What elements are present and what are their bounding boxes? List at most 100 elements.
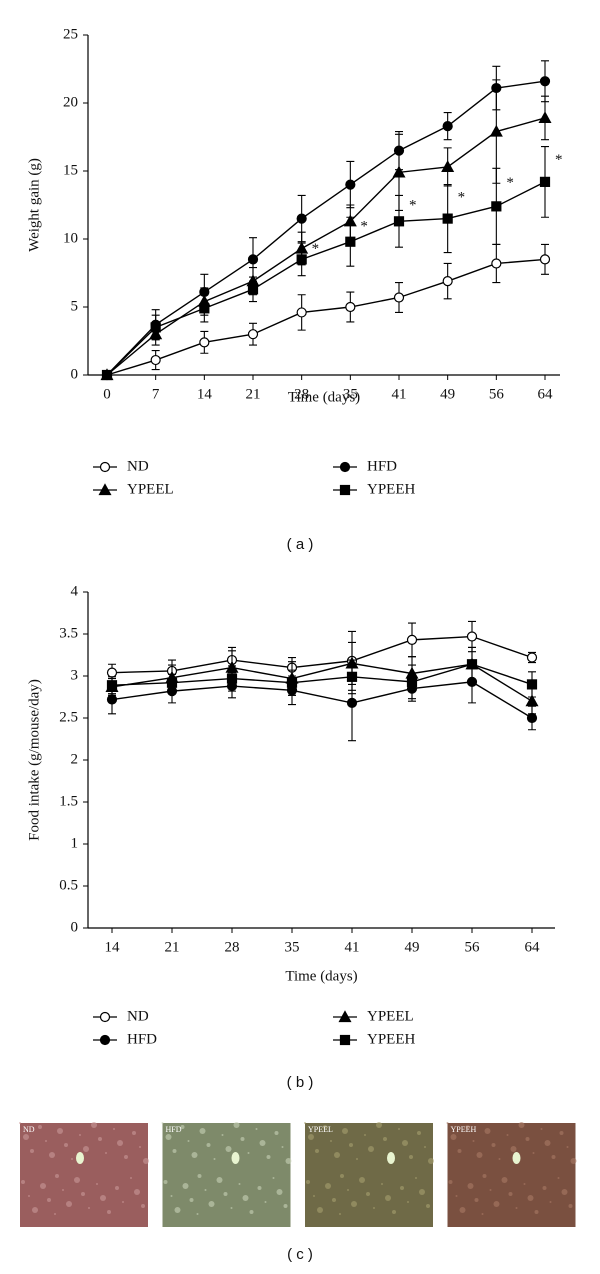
texture (213, 1158, 216, 1160)
texture (419, 1189, 425, 1195)
marker (345, 179, 356, 190)
texture (481, 1213, 484, 1215)
texture (47, 1198, 51, 1202)
x-axis-label: Time (days) (288, 389, 360, 405)
texture (383, 1137, 387, 1141)
marker (150, 354, 161, 366)
texture (376, 1122, 382, 1128)
marker (466, 659, 478, 670)
texture (426, 1204, 430, 1208)
marker (539, 76, 551, 87)
texture (28, 1195, 30, 1197)
texture (174, 1207, 181, 1213)
vessel (231, 1152, 240, 1164)
texture (317, 1207, 323, 1213)
texture (230, 1207, 233, 1209)
x-tick-label: 21 (246, 386, 261, 402)
marker (442, 121, 453, 132)
y-tick-label: 20 (63, 94, 78, 110)
texture (139, 1146, 141, 1148)
texture (557, 1177, 560, 1179)
texture (506, 1134, 509, 1136)
series-line (111, 663, 533, 686)
y-tick-label: 4 (71, 583, 79, 599)
marker (106, 694, 118, 705)
y-tick-label: 1.5 (59, 793, 78, 809)
texture (30, 1149, 34, 1153)
texture (570, 1158, 577, 1164)
texture (54, 1213, 56, 1215)
texture (566, 1146, 569, 1148)
marker (526, 712, 538, 724)
texture (276, 1189, 283, 1195)
texture (225, 1146, 232, 1152)
legend-label: HFD (367, 458, 397, 474)
texture (415, 1177, 417, 1179)
texture (325, 1183, 331, 1189)
texture (568, 1204, 573, 1208)
texture (474, 1198, 479, 1202)
texture (402, 1140, 408, 1146)
micrograph (162, 1123, 291, 1227)
x-tick-label: 64 (538, 386, 554, 402)
texture (385, 1195, 391, 1201)
marker (441, 160, 455, 173)
x-tick-label: 41 (345, 939, 360, 955)
x-tick-label: 64 (525, 939, 541, 955)
texture (428, 1158, 434, 1164)
panel-label: ( b ) (287, 1074, 314, 1091)
texture (266, 1155, 271, 1159)
texture (409, 1155, 413, 1159)
texture (457, 1149, 462, 1153)
texture (450, 1134, 457, 1140)
panel-label: ( c ) (287, 1246, 313, 1263)
texture (107, 1210, 111, 1214)
texture (491, 1143, 496, 1147)
texture (534, 1210, 539, 1214)
texture (172, 1149, 177, 1153)
image-label: ND (23, 1125, 35, 1134)
texture (182, 1183, 189, 1189)
texture (264, 1201, 267, 1203)
marker (247, 254, 259, 265)
legend-label: YPEEL (367, 1008, 414, 1024)
texture (351, 1201, 357, 1207)
marker (101, 369, 113, 381)
texture (542, 1186, 547, 1190)
annotation: * (555, 152, 563, 168)
texture (368, 1146, 374, 1152)
marker (491, 258, 502, 269)
marker (491, 82, 502, 94)
y-tick-label: 10 (63, 230, 78, 246)
texture (330, 1140, 332, 1142)
marker (106, 667, 118, 678)
texture (283, 1204, 288, 1208)
y-tick-label: 0 (71, 919, 79, 935)
y-tick-label: 0 (71, 366, 79, 382)
marker (442, 213, 453, 224)
texture (249, 1210, 254, 1214)
marker (346, 671, 358, 682)
texture (79, 1134, 81, 1136)
series-line (111, 662, 533, 702)
texture (272, 1177, 275, 1179)
annotation: * (312, 241, 320, 257)
texture (493, 1201, 500, 1207)
texture (400, 1186, 404, 1190)
marker (392, 165, 406, 178)
texture (57, 1128, 63, 1134)
texture (204, 1189, 207, 1191)
texture (424, 1146, 426, 1148)
texture (551, 1155, 556, 1159)
series-line (111, 681, 533, 719)
micrograph (20, 1123, 148, 1227)
image-label: HFD (166, 1125, 182, 1134)
legend-label: ND (127, 1008, 149, 1024)
texture (221, 1134, 224, 1136)
texture (510, 1146, 517, 1152)
texture (233, 1122, 240, 1128)
texture (83, 1146, 89, 1152)
texture (38, 1125, 42, 1129)
texture (132, 1131, 136, 1135)
annotation: * (360, 218, 368, 234)
